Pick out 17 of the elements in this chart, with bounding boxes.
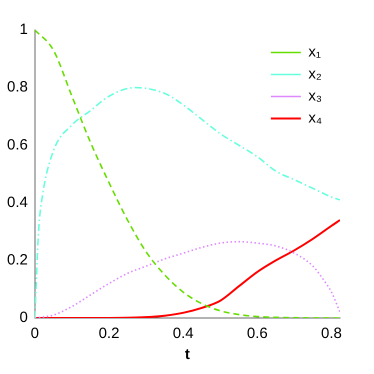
y-tick-label: 0.4 <box>6 194 28 211</box>
x-tick-label: 0.8 <box>321 325 342 342</box>
y-tick-label: 0.8 <box>6 78 28 96</box>
legend-label: x₂ <box>308 66 322 83</box>
x-tick-label: 0.6 <box>246 325 268 342</box>
legend-label: x₄ <box>308 110 322 127</box>
x-tick-label: 0.2 <box>98 325 120 342</box>
legend-label: x₁ <box>308 44 321 61</box>
y-tick-label: 0.2 <box>6 252 28 269</box>
x-axis-title: t <box>184 346 190 364</box>
line-series <box>34 30 340 318</box>
y-tick-label: 1 <box>20 21 28 38</box>
legend-label: x₃ <box>308 88 322 105</box>
y-tick-label: 0.6 <box>6 136 28 154</box>
x-tick-label: 0 <box>30 325 40 342</box>
x-tick-label: 0.4 <box>172 325 194 342</box>
y-tick-label: 0 <box>20 309 28 326</box>
